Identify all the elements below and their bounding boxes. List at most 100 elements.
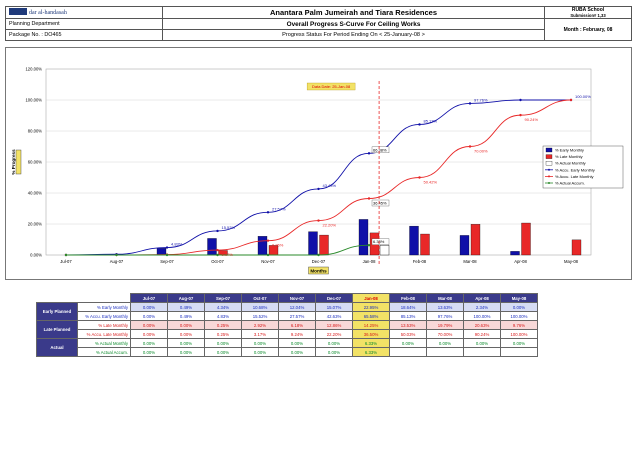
group-label: Early Planned [36, 302, 78, 321]
legend-label: % Accu. Early Monthly [555, 167, 595, 172]
bar-early-monthly [156, 248, 167, 256]
table-cell: 13.53% [389, 320, 427, 330]
y-tick-label: 40.00% [28, 191, 42, 196]
table-cell: 0.49% [167, 302, 205, 312]
table-cell: 100.00% [500, 311, 538, 321]
point-label: 43.43% [323, 183, 337, 188]
logo-cell: dar al-handasah [5, 6, 163, 19]
month-header: Sep-07 [204, 293, 242, 303]
table-cell: 15.52% [241, 311, 279, 321]
submission-no: Submission# 1,33 [570, 13, 606, 18]
x-tick-label: Nov-07 [261, 259, 275, 264]
current-point-label-box [371, 199, 390, 207]
table-cell: 42.63% [315, 311, 353, 321]
row-label: % Accu. Early Monthly [77, 311, 131, 321]
legend-swatch-point [548, 175, 550, 178]
bar-late-monthly [319, 234, 329, 256]
row-label: % Actual Accum. [77, 347, 131, 357]
month-header: Dec-07 [315, 293, 353, 303]
table-cell: 0.00% [315, 347, 353, 357]
bar-late-monthly [420, 233, 430, 256]
line-accu-early-point [519, 98, 522, 102]
table-row: Late Planned% Late Monthly 0.00% 0.00% 0.25… [36, 320, 538, 339]
point-label: 4.83% [171, 242, 183, 247]
table-row: % Accu. Early Monthly 0.00% 0.49% 4.83% 15.5… [37, 311, 538, 321]
table-cell: 0.00% [278, 338, 316, 348]
line-accu-early-point [418, 123, 421, 126]
line-accu-late-point [216, 248, 219, 252]
report-header: dar al-handasah Anantara Palm Jumeirah a… [5, 6, 632, 41]
legend-swatch [545, 147, 553, 153]
x-axis-title: Months [310, 269, 327, 274]
bar-late-monthly [470, 224, 481, 256]
y-tick-label: 60.00% [28, 160, 42, 165]
table-cell: 0.00% [204, 347, 242, 357]
x-tick-label: May-08 [564, 259, 579, 264]
x-tick-label: Mar-08 [463, 259, 477, 264]
table-cell: 2.34% [463, 302, 501, 312]
table-cell [389, 347, 427, 357]
bar-early-monthly [207, 238, 217, 256]
client-cell: RUBA School Submission# 1,33 [544, 6, 632, 19]
bar-early-monthly [358, 219, 369, 256]
table-cell: 0.49% [167, 311, 205, 321]
month-header: Apr-08 [463, 293, 501, 303]
y-tick-label: 20.00% [28, 222, 42, 227]
x-axis-title-box [308, 266, 329, 275]
table-cell: 9.24% [278, 329, 316, 339]
table-cell: 0.00% [389, 338, 427, 348]
table-cell: 0.00% [130, 338, 168, 348]
table-cell: 100.00% [463, 311, 501, 321]
table-row: Early Planned% Early Monthly 0.00% 0.49% 4.… [36, 302, 538, 321]
table-cell: 100.00% [500, 329, 538, 339]
point-label: 9.26% [272, 243, 284, 248]
table-cell: 6.33% [352, 338, 390, 348]
point-label: 22.20% [323, 223, 337, 228]
legend-swatch [545, 154, 553, 159]
table-cell: 0.00% [315, 338, 353, 348]
table-row: % Actual Accum. 0.00% 0.00% 0.00% 0.00% 0.00%… [37, 347, 538, 357]
legend-label: % Actual Monthly [555, 161, 586, 166]
point-label: 66.38% [373, 147, 387, 152]
table-cell: 0.00% [167, 347, 205, 357]
table-cell: 22.95% [352, 302, 390, 312]
month-header: Oct-07 [241, 293, 279, 303]
point-label: 100.00% [575, 94, 591, 99]
table-cell: 0.00% [204, 338, 242, 348]
table-cell: 9.76% [500, 320, 538, 330]
point-label: 90.24% [525, 117, 539, 122]
group-label: Actual [36, 338, 78, 357]
table-cell: 97.76% [426, 311, 464, 321]
table-cell: 36.50% [352, 329, 390, 339]
line-accu-late-point [569, 98, 573, 102]
line-accu-late-point [266, 239, 270, 242]
table-cell: 50.03% [389, 329, 427, 339]
line-actual-accum-point [64, 253, 68, 257]
x-tick-label: Oct-07 [211, 259, 224, 264]
table-cell: 6.33% [352, 347, 390, 357]
month-header: Jan-08 [352, 293, 390, 303]
line-actual-accum-point [115, 253, 118, 257]
legend-label: % Actual Accum. [555, 181, 585, 186]
table-cell: 0.00% [241, 338, 279, 348]
table-cell: 0.00% [130, 311, 168, 321]
row-label: % Late Monthly [77, 320, 131, 330]
y-tick-label: 100.00% [25, 98, 42, 103]
table-row: Actual% Actual Monthly 0.00% 0.00% 0.00% 0.0… [36, 338, 538, 357]
table-cell: 4.34% [204, 302, 242, 312]
x-tick-label: Feb-08 [413, 259, 427, 264]
bar-late-monthly [521, 222, 531, 256]
x-tick-label: Apr-08 [514, 259, 527, 264]
x-tick-label: Dec-07 [312, 259, 326, 264]
line-actual-accum-point [216, 253, 219, 257]
y-axis-title: % Progress [11, 149, 16, 175]
line-accu-late-point [367, 197, 371, 200]
table-cell [500, 347, 538, 357]
department: Planning Department [5, 18, 163, 30]
table-cell: 2.92% [241, 320, 279, 330]
chart-svg: 0.00% 20.00% 40.00% 60.00% 80.00% 100.00% 120.… [11, 67, 624, 275]
bar-early-monthly [308, 231, 318, 256]
client-name: RUBA School [571, 7, 605, 13]
line-accu-late-point [317, 219, 320, 222]
legend-label: % Late Monthly [555, 154, 583, 159]
